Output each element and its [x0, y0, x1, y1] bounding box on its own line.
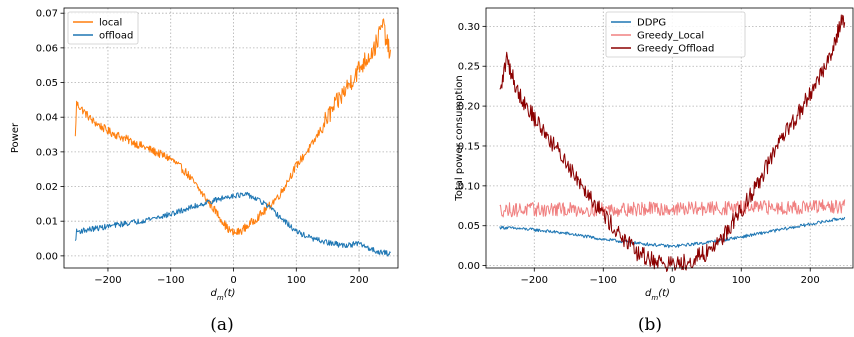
plot-frame [63, 7, 399, 269]
y-tick-label: 0.00 [458, 261, 480, 272]
legend-label: DDPG [637, 18, 666, 29]
caption-b: (b) [638, 315, 662, 335]
y-tick-label: 0.20 [458, 102, 480, 113]
y-axis-label: Total power consumption [454, 75, 465, 201]
y-tick-label: 0.05 [458, 221, 480, 232]
series-line-local [74, 18, 391, 236]
y-tick-label: 0.00 [36, 251, 58, 262]
y-tick-label: 0.10 [458, 181, 480, 192]
series-line-offload [74, 191, 391, 257]
y-tick-label: 0.30 [458, 22, 480, 33]
series-line-greedy-local [499, 199, 846, 218]
legend-box [67, 11, 139, 45]
caption-a: (a) [210, 315, 233, 335]
x-tick-label: 200 [801, 275, 820, 286]
y-tick-label: 0.01 [36, 217, 58, 228]
legend-box [605, 11, 746, 58]
y-tick-label: 0.07 [36, 9, 58, 20]
x-tick-label: −100 [157, 275, 184, 286]
x-tick-label: −200 [94, 275, 121, 286]
y-tick-label: 0.03 [36, 147, 58, 158]
panel-a: −200 −100 0 100 200 0.00 0.01 0.02 0.03 0.04 0.05 0… [10, 7, 399, 302]
legend-label: local [99, 18, 122, 29]
legend-label: Greedy_Local [637, 31, 704, 42]
y-tick-label: 0.06 [36, 43, 58, 54]
panel-b: −200 −100 0 100 200 0.00 0.05 0.10 0.15 0.20 0.25 0… [454, 7, 854, 302]
x-axis-label: dm(t) [211, 288, 236, 302]
y-tick-label: 0.04 [36, 113, 58, 124]
x-tick-label: −200 [521, 275, 548, 286]
y-tick-label: 0.02 [36, 182, 58, 193]
legend-label: Greedy_Offload [637, 44, 714, 55]
plot-frame [485, 7, 854, 269]
x-tick-label: 0 [230, 275, 236, 286]
series-line-ddpg [499, 216, 846, 249]
y-tick-label: 0.15 [458, 141, 480, 152]
legend-label: offload [99, 31, 133, 42]
x-tick-label: −100 [590, 275, 617, 286]
legend: DDPG Greedy_Local Greedy_Offload [605, 11, 746, 58]
y-tick-label: 0.05 [36, 78, 58, 89]
x-axis-label: dm(t) [645, 288, 670, 302]
y-axis-label: Power [10, 122, 21, 153]
x-tick-label: 100 [287, 275, 306, 286]
x-tick-label: 100 [732, 275, 751, 286]
series-line-greedy-offload [499, 14, 846, 272]
x-tick-label: 200 [350, 275, 369, 286]
legend: local offload [67, 11, 139, 45]
y-tick-label: 0.25 [458, 62, 480, 73]
x-tick-label: 0 [669, 275, 675, 286]
